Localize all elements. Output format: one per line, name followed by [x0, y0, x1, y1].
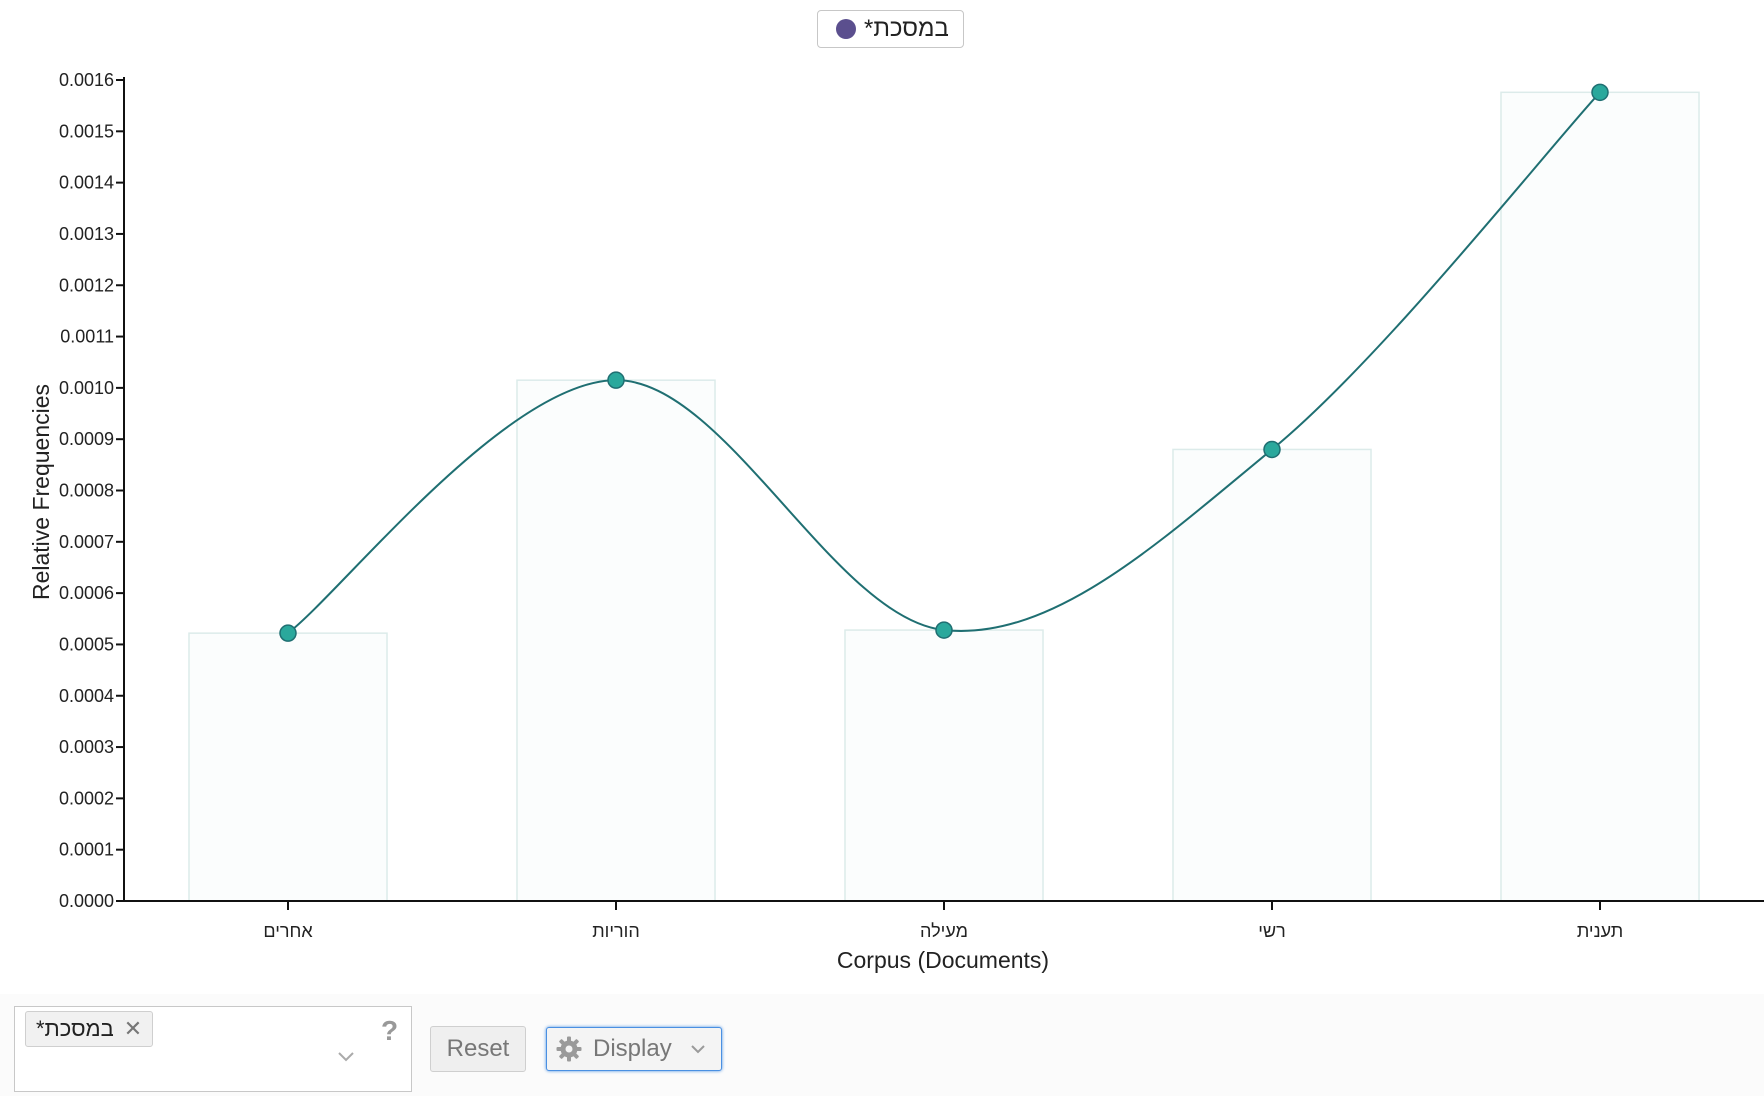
- data-point-0: [279, 624, 297, 642]
- y-tick-label-9: 0.0009: [59, 429, 114, 449]
- bar-1: [516, 379, 716, 902]
- term-chip[interactable]: במסכת* ✕: [25, 1011, 154, 1047]
- data-point-4: [1591, 83, 1609, 102]
- reset-button-label: Reset: [446, 1035, 510, 1062]
- x-tick-label-1: הוריות: [592, 921, 640, 941]
- x-tick-label-4: תענית: [1577, 921, 1623, 941]
- y-tick-label-10: 0.0010: [59, 378, 114, 398]
- x-tick-label-2: מעילה: [920, 921, 968, 941]
- x-axis-title: Corpus (Documents): [837, 947, 1049, 973]
- x-tick-label-0: אחרים: [263, 921, 313, 941]
- y-axis-title: Relative Frequencies: [28, 384, 54, 600]
- data-point-2: [935, 621, 953, 639]
- y-tick-label-3: 0.0003: [59, 737, 114, 757]
- series-line: [287, 91, 1601, 634]
- y-tick-label-14: 0.0014: [59, 173, 114, 193]
- trend-chart: 0.0000 0.0001 0.0002 0.0003 0.0004 0.0005 0.00…: [28, 70, 1764, 973]
- chart-area: במסכת* 0.0000 0.0001 0.0002 0.0003 0.0004 0.0…: [28, 10, 1764, 973]
- display-button-label: Display: [593, 1035, 672, 1062]
- legend-swatch: [836, 19, 856, 39]
- y-tick-label-6: 0.0006: [59, 583, 114, 603]
- y-tick-label-4: 0.0004: [59, 686, 114, 706]
- y-tick-label-5: 0.0005: [59, 634, 114, 654]
- y-tick-label-16: 0.0016: [59, 70, 114, 90]
- reset-button[interactable]: Reset: [430, 1026, 526, 1072]
- y-tick-label-13: 0.0013: [59, 224, 114, 244]
- legend-label: במסכת*: [864, 15, 949, 42]
- y-tick-label-7: 0.0007: [59, 532, 114, 552]
- data-point-1: [607, 371, 625, 389]
- y-tick-label-1: 0.0001: [59, 840, 114, 860]
- bar-0: [188, 632, 388, 902]
- close-icon[interactable]: ✕: [123, 1016, 143, 1041]
- data-point-3: [1263, 440, 1281, 459]
- chevron-down-icon: [690, 1045, 705, 1054]
- bar-4: [1500, 91, 1700, 902]
- legend[interactable]: במסכת*: [817, 10, 964, 48]
- term-search-box[interactable]: במסכת* ✕ ?: [14, 1006, 412, 1092]
- display-button[interactable]: Display: [546, 1027, 722, 1071]
- y-tick-label-0: 0.0000: [59, 891, 114, 911]
- gear-icon: [556, 1036, 582, 1062]
- bar-2: [844, 629, 1044, 902]
- y-tick-label-2: 0.0002: [59, 788, 114, 808]
- bar-3: [1172, 448, 1372, 902]
- x-tick-label-3: רשי: [1258, 921, 1285, 941]
- help-icon[interactable]: ?: [381, 1015, 399, 1046]
- y-tick-label-12: 0.0012: [59, 275, 114, 295]
- y-tick-label-15: 0.0015: [59, 121, 114, 141]
- y-tick-label-11: 0.0011: [60, 327, 114, 347]
- y-tick-label-8: 0.0008: [59, 481, 114, 501]
- chevron-down-icon[interactable]: [333, 1043, 359, 1069]
- term-chip-label: במסכת*: [36, 1016, 114, 1041]
